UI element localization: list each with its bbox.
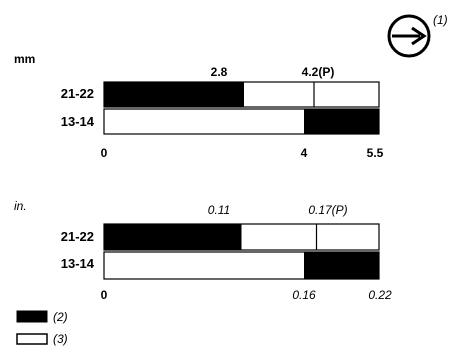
mm-bar-21-22-black-segment	[104, 82, 244, 107]
in-axis-label-0: 0	[101, 288, 108, 302]
legend-swatch-white	[16, 333, 48, 345]
mm-row-label-21-22: 21-22	[61, 86, 94, 101]
legend: (2) (3)	[16, 310, 68, 346]
in-axis-label-0-22: 0.22	[368, 288, 392, 302]
in-row-label-21-22: 21-22	[61, 229, 94, 244]
mm-unit-label: mm	[14, 52, 35, 66]
in-section: in. 0.11 0.17(P) 21-22 13-14 0 0.16 0.22	[14, 199, 392, 302]
in-top-label-0-11: 0.11	[208, 203, 230, 217]
mm-axis-label-4: 4	[301, 146, 308, 160]
legend-swatch-black	[16, 310, 48, 323]
legend-label-3: (3)	[53, 332, 68, 346]
in-row-label-13-14: 13-14	[61, 256, 95, 271]
mm-section: mm 2.8 4.2(P) 21-22 13-14 0 4 5.5	[14, 52, 384, 160]
arrow-right-icon	[411, 26, 427, 46]
mm-bar-13-14-black-segment	[304, 109, 379, 134]
direction-symbol: (1)	[387, 13, 448, 58]
mm-axis-label-5-5: 5.5	[367, 146, 384, 160]
mm-axis-label-0: 0	[101, 146, 108, 160]
mm-top-label-2-8: 2.8	[211, 65, 228, 79]
mm-top-label-4-2p: 4.2(P)	[302, 65, 335, 79]
in-top-label-0-17p: 0.17(P)	[308, 203, 347, 217]
in-axis-label-0-16: 0.16	[292, 288, 316, 302]
in-bar-21-22-black-segment	[104, 224, 242, 250]
in-bar-13-14-black-segment	[304, 252, 379, 279]
in-unit-label: in.	[14, 199, 27, 213]
mm-row-label-13-14: 13-14	[61, 114, 95, 129]
legend-label-2: (2)	[53, 310, 68, 324]
direction-callout: (1)	[433, 13, 448, 27]
